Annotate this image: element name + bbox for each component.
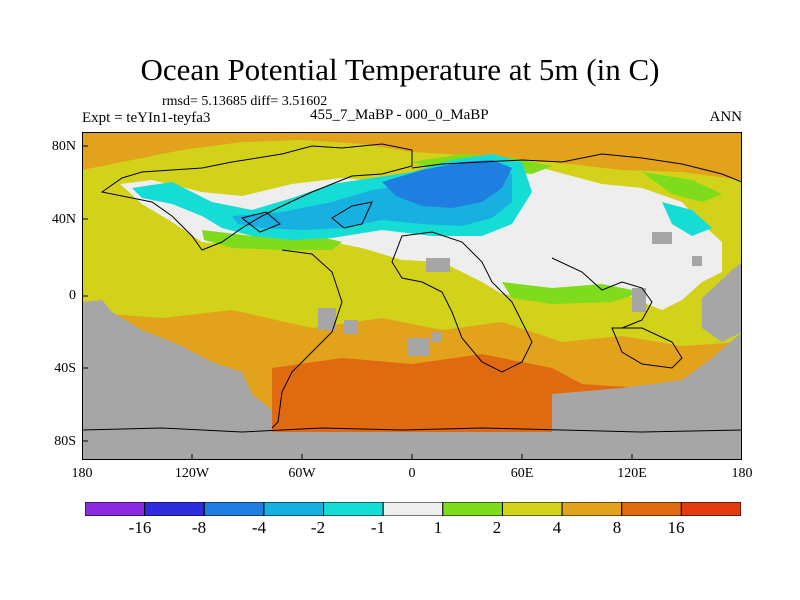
x-label-180e: 180 [731, 466, 753, 481]
x-label-120e: 120E [617, 466, 647, 481]
field-warm-north [82, 132, 742, 180]
land-missing-patch-2 [344, 320, 358, 334]
land-missing-east [702, 262, 742, 342]
land-missing-patch-3 [408, 338, 430, 356]
period-label: 455_7_MaBP - 000_0_MaBP [310, 107, 489, 123]
stats-text: rmsd= 5.13685 diff= 3.51602 [162, 94, 328, 109]
field-cold-east [662, 202, 712, 236]
land-missing-patch-4 [432, 332, 442, 342]
colorbar-label: 1 [433, 518, 443, 537]
colorbar-swatch [382, 502, 444, 516]
x-label-0: 0 [408, 466, 416, 481]
colorbar-swatch [680, 502, 741, 516]
colorbar-label: -8 [191, 518, 207, 537]
colorbar-swatch [442, 502, 503, 516]
colorbar-label: 2 [492, 518, 502, 537]
colorbar [85, 502, 741, 516]
colorbar-swatch [621, 502, 682, 516]
land-missing-patch-7 [652, 232, 672, 244]
colorbar-label: 16 [667, 518, 685, 537]
land-missing-patch-5 [426, 258, 450, 272]
temperature-map [82, 132, 742, 460]
y-label-80n: 80N [51, 139, 76, 154]
land-missing-south [552, 332, 742, 444]
land-missing-patch-6 [632, 288, 646, 312]
x-label-180w: 180 [71, 466, 93, 481]
land-missing-patch-1 [318, 308, 336, 330]
colorbar-label: -2 [310, 518, 326, 537]
colorbar-swatch [323, 502, 384, 516]
field-green-far-east [642, 172, 722, 202]
y-label-0: 0 [69, 288, 76, 303]
axis-ticks [82, 145, 633, 460]
land-missing-patch-9 [232, 394, 254, 404]
x-label-120w: 120W [174, 466, 210, 481]
colorbar-label: -1 [370, 518, 386, 537]
colorbar-label: 4 [552, 518, 562, 537]
y-label-40s: 40S [54, 361, 76, 376]
colorbar-swatch [501, 502, 563, 516]
y-label-40n: 40N [51, 212, 76, 227]
colorbar-swatch [263, 502, 325, 516]
field-cold-core [382, 160, 512, 208]
chart-title: Ocean Potential Temperature at 5m (in C) [140, 52, 660, 87]
colorbar-label: -16 [128, 518, 152, 537]
colorbar-swatch [203, 502, 265, 516]
season-label: ANN [709, 109, 743, 125]
x-label-60e: 60E [510, 466, 534, 481]
colorbar-swatch [144, 502, 205, 516]
colorbar-label: -4 [251, 518, 267, 537]
colorbar-swatch [85, 502, 146, 516]
y-label-80s: 80S [54, 434, 76, 449]
x-label-60w: 60W [288, 466, 316, 481]
coastlines [82, 143, 742, 433]
colorbar-swatch [561, 502, 623, 516]
experiment-label: Expt = teYIn1-teyfa3 [82, 110, 211, 126]
field-near-zero [120, 162, 722, 310]
land-missing-west [82, 300, 272, 432]
colorbar-label: 8 [612, 518, 622, 537]
land-missing-patch-8 [692, 256, 702, 266]
